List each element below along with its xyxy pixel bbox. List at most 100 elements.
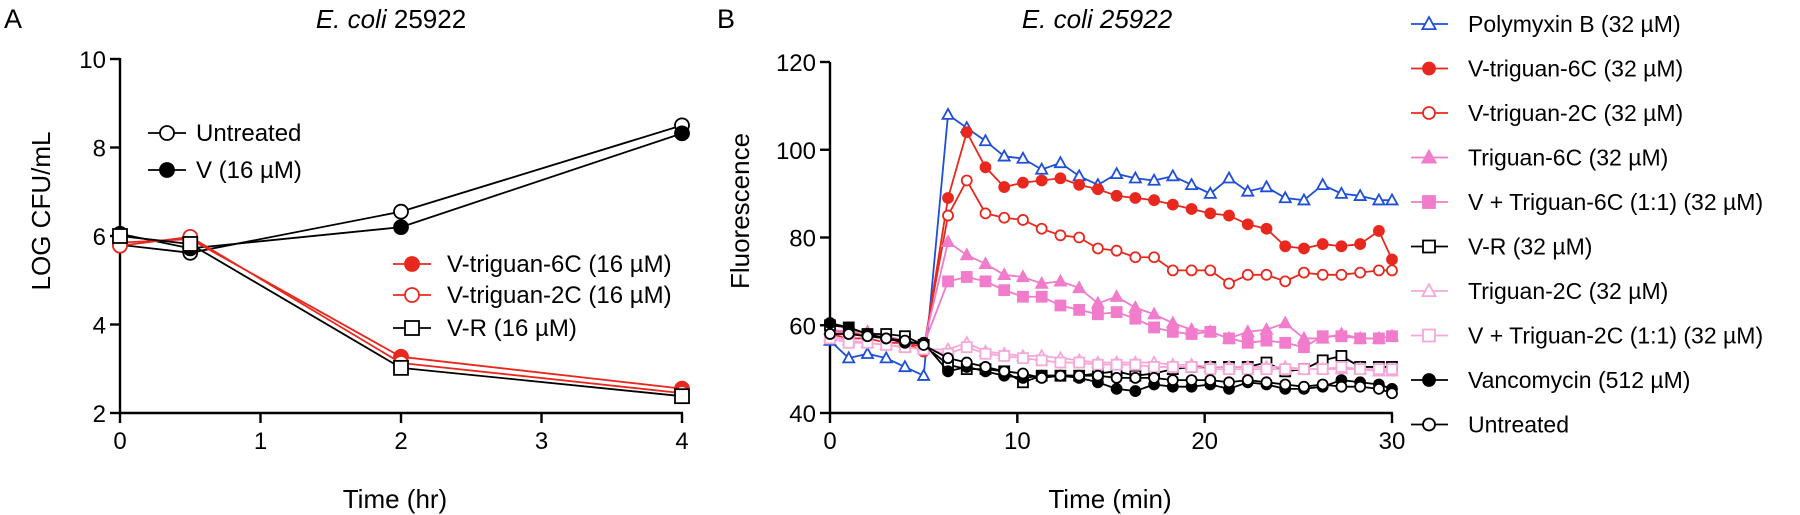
legend-marker (404, 287, 420, 303)
data-point (1221, 170, 1237, 184)
data-point (1223, 209, 1235, 222)
legend-label: V (16 µM) (196, 157, 302, 184)
data-point (916, 368, 931, 381)
data-point (1372, 332, 1385, 345)
legend-item-v-triguan-2c-1-1-32-m: V + Triguan-2C (1:1) (32 µM) (1411, 323, 1763, 349)
panel-b-title: E. coli 25922 (1022, 4, 1173, 34)
x-tick-label: 4 (675, 428, 688, 455)
data-point (1053, 273, 1068, 287)
series-line (829, 322, 1393, 392)
panel-a-y-axis-label: LOG CFU/mL (26, 132, 56, 291)
data-point (1372, 363, 1385, 376)
data-point (1241, 218, 1254, 231)
data-point (1335, 380, 1348, 393)
data-point (1354, 266, 1367, 279)
data-point (1386, 363, 1398, 376)
data-point (1054, 299, 1067, 312)
series-line (119, 235, 683, 398)
legend-marker (1420, 15, 1438, 31)
data-point (1073, 178, 1086, 191)
series-line (119, 124, 683, 254)
data-point (1017, 367, 1029, 380)
series-v-triguan-2c-32-m (824, 174, 1398, 354)
data-point (1091, 183, 1104, 196)
data-point (897, 359, 912, 373)
data-point (112, 228, 128, 244)
data-point (879, 350, 894, 364)
legend-label: V + Triguan-2C (1:1) (32 µM) (1468, 323, 1763, 349)
data-point (1034, 161, 1049, 175)
data-point (1109, 289, 1124, 302)
data-point (1091, 358, 1104, 371)
y-tick-label: 8 (93, 136, 106, 163)
data-point (1372, 264, 1385, 277)
series-line (829, 240, 1393, 346)
data-point (393, 359, 409, 376)
data-point (1260, 376, 1273, 389)
data-point (960, 174, 973, 187)
legend-marker (1422, 373, 1436, 387)
data-point (960, 271, 973, 283)
data-point (1147, 172, 1162, 186)
y-tick-label: 10 (79, 47, 106, 74)
data-point (1110, 306, 1123, 318)
legend-marker (1420, 282, 1438, 298)
data-point (1091, 242, 1104, 255)
data-point (998, 365, 1011, 378)
data-point (899, 334, 911, 347)
data-point (1035, 290, 1048, 303)
panel-a-y-ticks: 2 4 6 8 10 (79, 47, 120, 428)
data-point (960, 126, 973, 139)
data-point (1166, 361, 1179, 373)
legend-label: V-triguan-2C (32 µM) (1468, 100, 1683, 126)
data-point (1260, 222, 1273, 235)
data-point (824, 317, 836, 329)
data-point (942, 352, 954, 365)
data-point (1298, 242, 1310, 255)
data-point (1110, 382, 1123, 395)
data-point (1035, 354, 1048, 367)
legend-marker (159, 162, 175, 178)
y-tick-label: 4 (93, 313, 106, 340)
data-point (1184, 177, 1199, 191)
data-point (393, 203, 409, 220)
legend-item-v-triguan-6c-1-1-32-m: V + Triguan-6C (1:1) (32 µM) (1411, 189, 1763, 215)
data-point (1241, 336, 1254, 349)
data-point (979, 207, 992, 220)
data-point (1015, 150, 1030, 164)
data-point (917, 339, 930, 351)
data-point (1129, 358, 1142, 371)
data-point (1204, 325, 1217, 338)
legend-label: Triguan-2C (32 µM) (1468, 278, 1668, 304)
x-tick-label: 0 (113, 428, 126, 455)
data-point (1148, 361, 1160, 373)
data-point (842, 328, 855, 340)
legend-marker (404, 256, 420, 272)
data-point (861, 330, 874, 343)
data-point (1166, 198, 1179, 211)
panel-a-x-ticks: 0 1 2 3 4 (113, 413, 689, 455)
data-point (1129, 251, 1142, 264)
data-point (1354, 238, 1367, 250)
panel-a-legend-bottom: V-triguan-6C (16 µM) V-triguan-2C (16 µM)… (393, 251, 672, 342)
data-point (1166, 325, 1179, 338)
data-point (1335, 268, 1348, 281)
data-point (942, 192, 954, 204)
data-point (998, 350, 1011, 362)
data-point (1017, 290, 1029, 303)
data-point (1185, 264, 1198, 277)
panel-a: A E. coli 25922 LOG CFU/mL Time (hr) 2 4 6… (4, 4, 690, 514)
panel-a-x-axis-label: Time (hr) (343, 484, 447, 514)
legend-marker (1422, 239, 1436, 254)
series-line (119, 235, 683, 394)
legend-item-v-triguan-6c-16-m: V-triguan-6C (16 µM) (393, 251, 672, 278)
legend-label: V-R (32 µM) (1468, 234, 1592, 260)
data-point (1165, 315, 1180, 329)
legend-marker (1420, 148, 1438, 164)
data-point (1279, 275, 1292, 288)
x-tick-label: 3 (535, 428, 548, 455)
data-point (1165, 168, 1180, 182)
data-point (1204, 264, 1217, 277)
legend-label: V + Triguan-6C (1:1) (32 µM) (1468, 189, 1763, 215)
data-point (1073, 303, 1086, 316)
